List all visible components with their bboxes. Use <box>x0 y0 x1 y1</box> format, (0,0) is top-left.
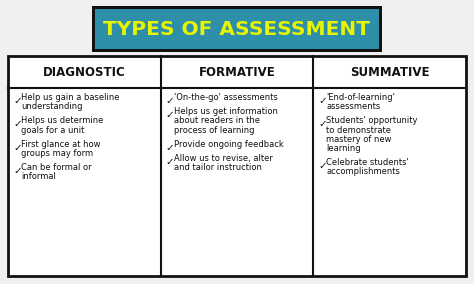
Text: DIAGNOSTIC: DIAGNOSTIC <box>43 66 126 78</box>
Bar <box>92 6 382 52</box>
Text: to demonstrate: to demonstrate <box>326 126 392 135</box>
Text: ✓: ✓ <box>319 119 327 129</box>
Text: Help us gain a baseline: Help us gain a baseline <box>21 93 119 102</box>
Bar <box>8 56 466 276</box>
Text: goals for a unit: goals for a unit <box>21 126 84 135</box>
Text: Helps us get information: Helps us get information <box>173 107 278 116</box>
Text: ✓: ✓ <box>13 119 22 129</box>
Text: ✓: ✓ <box>13 166 22 176</box>
Text: learning: learning <box>326 144 361 153</box>
Text: Helps us determine: Helps us determine <box>21 116 103 126</box>
Text: accomplishments: accomplishments <box>326 167 400 176</box>
Text: understanding: understanding <box>21 102 82 111</box>
Text: assessments: assessments <box>326 102 381 111</box>
Text: First glance at how: First glance at how <box>21 140 100 149</box>
Text: ✓: ✓ <box>13 143 22 153</box>
Text: ✓: ✓ <box>166 157 174 167</box>
Text: TYPES OF ASSESSMENT: TYPES OF ASSESSMENT <box>103 20 371 39</box>
Text: 'On-the-go' assessments: 'On-the-go' assessments <box>173 93 277 102</box>
Text: FORMATIVE: FORMATIVE <box>199 66 275 78</box>
Text: Students' opportunity: Students' opportunity <box>326 116 418 126</box>
Text: process of learning: process of learning <box>173 126 254 135</box>
Text: Provide ongoing feedback: Provide ongoing feedback <box>173 140 283 149</box>
Text: about readers in the: about readers in the <box>173 116 260 126</box>
Text: Can be formal or: Can be formal or <box>21 163 91 172</box>
Text: SUMMATIVE: SUMMATIVE <box>350 66 429 78</box>
Text: ✓: ✓ <box>319 96 327 106</box>
Text: informal: informal <box>21 172 56 181</box>
Text: and tailor instruction: and tailor instruction <box>173 163 262 172</box>
Text: Celebrate students': Celebrate students' <box>326 158 409 167</box>
Text: ✓: ✓ <box>319 161 327 171</box>
Text: groups may form: groups may form <box>21 149 93 158</box>
Text: ✓: ✓ <box>13 96 22 106</box>
Text: Allow us to revise, alter: Allow us to revise, alter <box>173 154 273 163</box>
Text: ✓: ✓ <box>166 96 174 106</box>
Text: 'End-of-learning': 'End-of-learning' <box>326 93 395 102</box>
Text: mastery of new: mastery of new <box>326 135 392 144</box>
Text: ✓: ✓ <box>166 143 174 153</box>
Text: ✓: ✓ <box>166 110 174 120</box>
Bar <box>95 9 379 49</box>
